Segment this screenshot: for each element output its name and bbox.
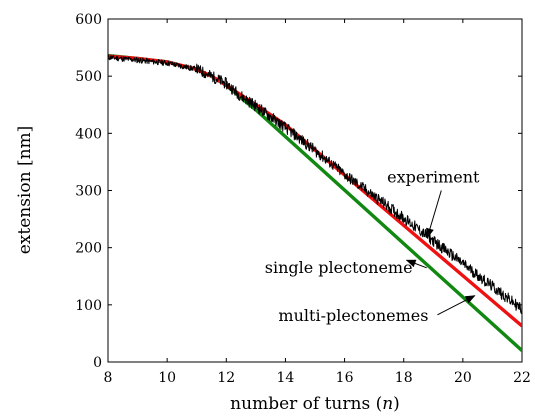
ticks-layer: 8 10 12 14 16 18 20 22 0 100 200 300 400 500 600 — [75, 12, 531, 386]
y-tick-label: 100 — [75, 298, 102, 314]
y-tick-label: 0 — [93, 355, 102, 371]
annotation-layer: experiment single plectoneme multi-plecton… — [265, 167, 480, 324]
x-tick-label: 10 — [158, 370, 176, 386]
annotation-label: single plectoneme — [265, 258, 413, 277]
annotation-arrow — [426, 190, 442, 239]
x-tick-label: 12 — [217, 370, 235, 386]
y-tick-label: 200 — [75, 241, 102, 257]
y-axis-label: extension [nm] — [15, 126, 35, 255]
y-tick-label: 300 — [75, 184, 102, 200]
x-axis-label: number of turns (n) — [230, 394, 400, 414]
x-tick-label: 14 — [277, 370, 295, 386]
series-line-experiment — [108, 54, 522, 315]
series-layer — [108, 53, 522, 352]
x-tick-label: 22 — [513, 370, 531, 386]
x-tick-label: 20 — [454, 370, 472, 386]
annotation-label: multi-plectonemes — [278, 306, 428, 325]
annotation-arrow — [437, 295, 476, 316]
annotation-label: experiment — [387, 167, 480, 186]
annotation-arrow — [405, 259, 427, 269]
x-tick-label: 18 — [395, 370, 413, 386]
y-tick-label: 400 — [75, 126, 102, 142]
series-line-single-plectoneme — [108, 54, 522, 328]
x-tick-label: 16 — [336, 370, 354, 386]
y-tick-label: 500 — [75, 69, 102, 85]
y-tick-label: 600 — [75, 12, 102, 28]
x-tick-label: 8 — [104, 370, 113, 386]
